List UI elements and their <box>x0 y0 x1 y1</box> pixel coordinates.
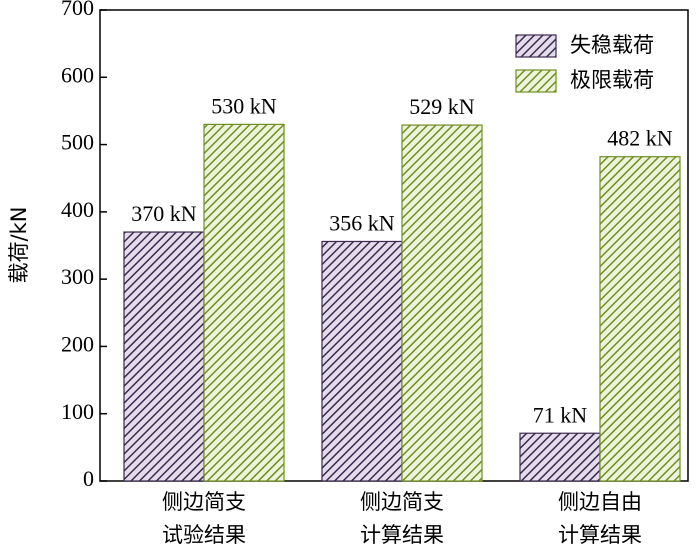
value-label: 356 kN <box>329 211 395 236</box>
y-tick-label: 600 <box>61 62 94 87</box>
value-label: 530 kN <box>211 93 277 118</box>
y-tick-label: 100 <box>61 399 94 424</box>
y-axis-label: 载荷/kN <box>7 207 31 284</box>
legend-swatch <box>515 69 557 93</box>
bar <box>519 432 601 482</box>
bar <box>321 240 403 482</box>
value-label: 370 kN <box>131 201 197 226</box>
y-tick-label: 0 <box>83 466 94 491</box>
x-tick-label: 侧边简支 <box>360 490 444 514</box>
y-tick-label: 700 <box>61 0 94 20</box>
x-tick-label: 计算结果 <box>360 523 444 547</box>
x-tick-label: 侧边自由 <box>558 490 642 514</box>
legend-label: 极限载荷 <box>570 68 654 92</box>
x-tick-label: 计算结果 <box>558 523 642 547</box>
value-label: 482 kN <box>607 126 673 151</box>
y-tick-label: 200 <box>61 331 94 356</box>
value-label: 529 kN <box>409 94 475 119</box>
bar <box>203 123 285 482</box>
y-tick-label: 300 <box>61 264 94 289</box>
y-tick-label: 400 <box>61 197 94 222</box>
x-tick-label: 侧边简支 <box>162 490 246 514</box>
bar <box>599 156 681 482</box>
legend-swatch <box>515 34 557 58</box>
x-tick-label: 试验结果 <box>162 523 246 547</box>
value-label: 71 kN <box>533 402 588 427</box>
bar <box>401 124 483 482</box>
legend-label: 失稳载荷 <box>570 33 654 57</box>
bar <box>123 231 205 482</box>
y-tick-label: 500 <box>61 130 94 155</box>
